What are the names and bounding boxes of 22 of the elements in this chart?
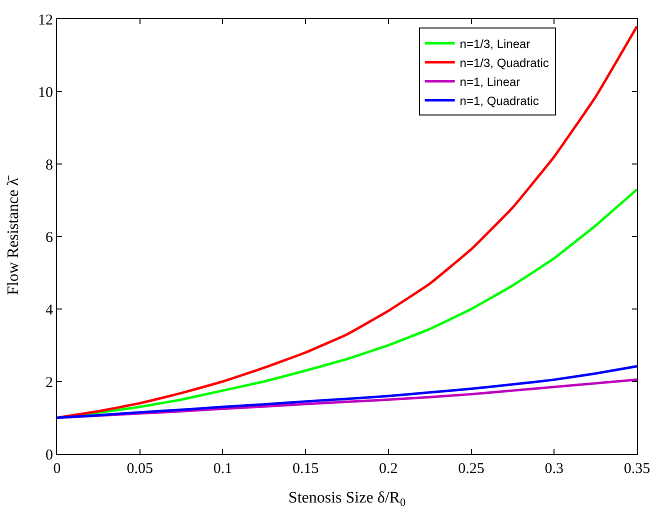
y-tick-label: 4 <box>46 302 54 318</box>
y-tick-label: 0 <box>46 447 53 464</box>
y-tick-label: 2 <box>46 374 53 391</box>
x-tick-label: 0.05 <box>126 461 153 477</box>
y-tick-label: 10 <box>38 84 53 101</box>
y-tick-label: 6 <box>46 230 54 246</box>
x-tick-label: 0.3 <box>544 461 564 477</box>
x-tick-label: 0.35 <box>624 461 650 477</box>
y-axis-title: Flow Resistance λ̄ <box>4 174 22 296</box>
x-tick-label: 0.1 <box>213 461 232 477</box>
x-axis-title: Stenosis Size δ/R$_{0}$ <box>288 490 406 510</box>
line-series <box>57 25 637 419</box>
x-tick-label: 0.2 <box>379 461 398 477</box>
x-tick-label: 0.25 <box>458 461 484 477</box>
legend-label: n=1/3, Quadratic <box>460 56 549 70</box>
line-series <box>57 365 637 419</box>
y-tick-label: 12 <box>38 12 53 28</box>
legend-label: n=1, Linear <box>460 74 520 89</box>
legend-label: n=1, Quadratic <box>460 94 539 108</box>
legend-label: n=1/3, Linear <box>460 36 530 51</box>
x-tick-label: 0.15 <box>292 461 319 477</box>
y-tick-label: 8 <box>46 157 53 174</box>
